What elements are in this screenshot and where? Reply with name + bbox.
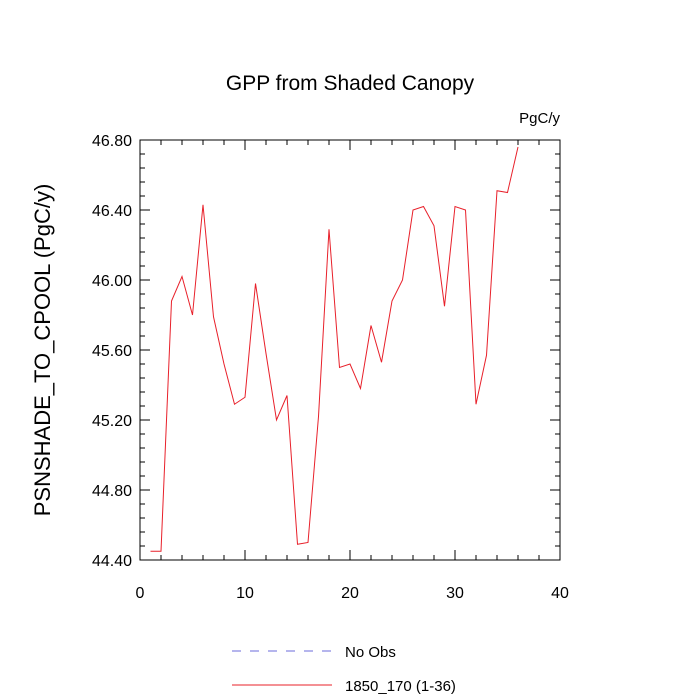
x-tick-label: 10 <box>236 585 254 602</box>
x-tick-labels: 0 10 20 30 40 <box>136 585 569 602</box>
y-tick-label: 45.20 <box>92 413 132 430</box>
x-tick-label: 30 <box>446 585 464 602</box>
series-line-0 <box>150 146 519 552</box>
x-tick-label: 0 <box>136 585 145 602</box>
y-tick-label: 46.80 <box>92 133 132 150</box>
legend-label-no-obs: No Obs <box>345 644 396 661</box>
x-tick-label: 20 <box>341 585 359 602</box>
y-tick-label: 44.40 <box>92 553 132 570</box>
y-tick-label: 46.00 <box>92 273 132 290</box>
chart-title: GPP from Shaded Canopy <box>226 72 475 95</box>
plot-frame <box>139 139 561 561</box>
y-tick-label: 46.40 <box>92 203 132 220</box>
axis-ticks <box>139 139 561 561</box>
y-tick-label: 45.60 <box>92 343 132 360</box>
legend: No Obs 1850_170 (1-36) <box>232 644 456 695</box>
units-label: PgC/y <box>519 110 560 127</box>
series-lines <box>150 146 519 552</box>
y-tick-label: 44.80 <box>92 483 132 500</box>
y-tick-labels: 44.40 44.80 45.20 45.60 46.00 46.40 46.80 <box>92 133 132 570</box>
legend-label-1850-170: 1850_170 (1-36) <box>345 678 456 695</box>
x-tick-label: 40 <box>551 585 569 602</box>
y-axis-label: PSNSHADE_TO_CPOOL (PgC/y) <box>30 184 55 517</box>
